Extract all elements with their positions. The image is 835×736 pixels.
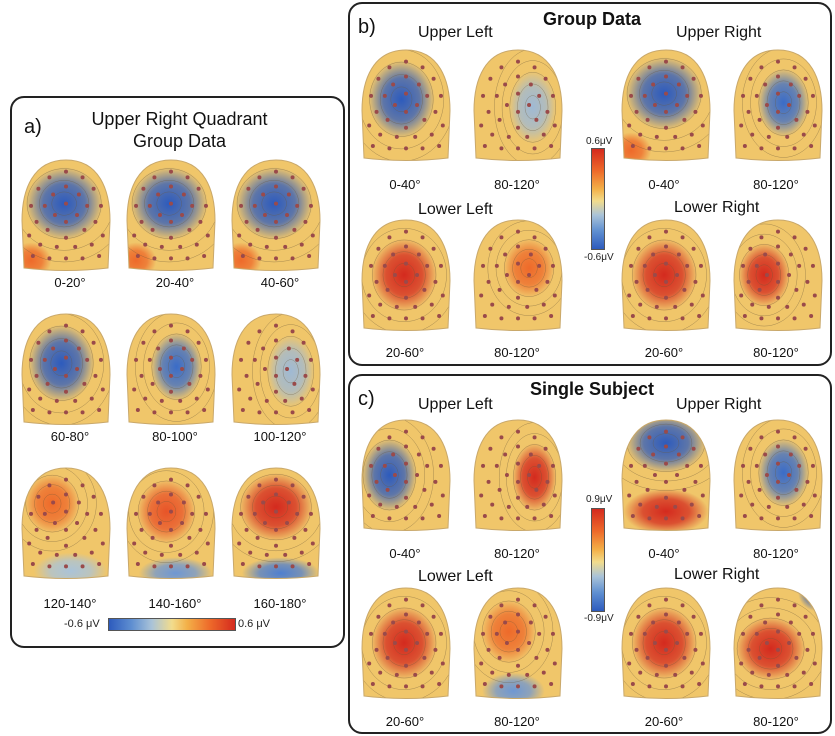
panel-a-title-line1: Upper Right Quadrant bbox=[91, 109, 268, 129]
head-map-svg bbox=[473, 587, 563, 699]
head-map bbox=[20, 158, 112, 272]
head-map-svg bbox=[126, 159, 216, 271]
panel-c-lower-left-label: Lower Left bbox=[418, 568, 493, 585]
map-caption: 0-20° bbox=[54, 275, 86, 290]
head-map bbox=[125, 312, 217, 426]
panel-a-letter: a) bbox=[24, 116, 42, 138]
map-caption: 20-40° bbox=[155, 275, 195, 290]
head-map-svg bbox=[361, 219, 451, 331]
head-map bbox=[360, 48, 452, 162]
map-caption: 80-120° bbox=[494, 345, 540, 360]
head-map-svg bbox=[231, 467, 321, 579]
panel-b-colorbar bbox=[591, 148, 605, 250]
map-caption: 80-100° bbox=[152, 429, 198, 444]
head-map-svg bbox=[473, 419, 563, 531]
panel-b-colorbar-max: 0.6μV bbox=[586, 136, 613, 147]
panel-b-upper-right-label: Upper Right bbox=[676, 24, 762, 41]
map-caption: 60-80° bbox=[50, 429, 90, 444]
panel-c-upper-right-label: Upper Right bbox=[676, 396, 762, 413]
map-caption: 80-120° bbox=[753, 345, 799, 360]
map-caption: 20-60° bbox=[644, 345, 684, 360]
map-caption: 80-120° bbox=[753, 546, 799, 561]
panel-c-letter: c) bbox=[358, 388, 375, 410]
head-map-svg bbox=[621, 419, 711, 531]
head-map-svg bbox=[21, 159, 111, 271]
map-caption: 0-40° bbox=[389, 177, 421, 192]
panel-a-colorbar-max: 0.6 μV bbox=[238, 618, 271, 630]
map-caption: 20-60° bbox=[644, 714, 684, 729]
panel-b-upper-left-label: Upper Left bbox=[418, 24, 493, 41]
head-map bbox=[620, 418, 712, 532]
map-caption: 20-60° bbox=[385, 345, 425, 360]
head-map bbox=[125, 466, 217, 580]
map-caption: 40-60° bbox=[260, 275, 300, 290]
map-caption: 80-120° bbox=[753, 177, 799, 192]
head-map bbox=[360, 418, 452, 532]
panel-c-colorbar bbox=[591, 508, 605, 612]
head-map-svg bbox=[473, 49, 563, 161]
panel-b-lower-right-label: Lower Right bbox=[674, 199, 760, 216]
head-map-svg bbox=[473, 219, 563, 331]
head-map bbox=[620, 218, 712, 332]
panel-c-colorbar-max: 0.9μV bbox=[586, 494, 613, 505]
head-map bbox=[732, 48, 824, 162]
head-map-svg bbox=[21, 467, 111, 579]
map-caption: 80-120° bbox=[494, 177, 540, 192]
head-map-svg bbox=[361, 419, 451, 531]
head-map bbox=[360, 218, 452, 332]
head-map bbox=[230, 158, 322, 272]
head-map-svg bbox=[733, 49, 823, 161]
head-map bbox=[732, 218, 824, 332]
head-map bbox=[230, 312, 322, 426]
head-map-svg bbox=[733, 419, 823, 531]
map-caption: 80-120° bbox=[753, 714, 799, 729]
head-map-svg bbox=[733, 219, 823, 331]
head-map-svg bbox=[231, 159, 321, 271]
head-map bbox=[230, 466, 322, 580]
head-map-svg bbox=[126, 313, 216, 425]
head-map-svg bbox=[733, 587, 823, 699]
head-map-svg bbox=[621, 587, 711, 699]
map-caption: 0-40° bbox=[648, 546, 680, 561]
head-map-svg bbox=[21, 313, 111, 425]
panel-b-letter: b) bbox=[358, 16, 376, 38]
map-caption: 140-160° bbox=[148, 596, 202, 611]
panel-b-colorbar-min: -0.6μV bbox=[584, 252, 614, 263]
panel-a-colorbar-min: -0.6 μV bbox=[64, 618, 100, 630]
head-map bbox=[472, 48, 564, 162]
panel-a-title-line2: Group Data bbox=[132, 131, 227, 151]
head-map bbox=[620, 48, 712, 162]
panel-c-title: Single Subject bbox=[529, 379, 655, 399]
map-caption: 0-40° bbox=[648, 177, 680, 192]
head-map bbox=[20, 312, 112, 426]
head-map-svg bbox=[621, 49, 711, 161]
map-caption: 80-120° bbox=[494, 714, 540, 729]
head-map bbox=[472, 586, 564, 700]
head-map-svg bbox=[621, 219, 711, 331]
panel-a-colorbar bbox=[108, 618, 236, 631]
head-map bbox=[732, 418, 824, 532]
head-map bbox=[732, 586, 824, 700]
map-caption: 20-60° bbox=[385, 714, 425, 729]
map-caption: 100-120° bbox=[253, 429, 307, 444]
panel-c-upper-left-label: Upper Left bbox=[418, 396, 493, 413]
map-caption: 120-140° bbox=[43, 596, 97, 611]
head-map bbox=[472, 218, 564, 332]
head-map bbox=[620, 586, 712, 700]
map-caption: 80-120° bbox=[494, 546, 540, 561]
map-caption: 160-180° bbox=[253, 596, 307, 611]
head-map bbox=[20, 466, 112, 580]
head-map-svg bbox=[231, 313, 321, 425]
panel-c-colorbar-min: -0.9μV bbox=[584, 613, 614, 624]
panel-c-lower-right-label: Lower Right bbox=[674, 566, 760, 583]
head-map bbox=[360, 586, 452, 700]
map-caption: 0-40° bbox=[389, 546, 421, 561]
head-map bbox=[125, 158, 217, 272]
head-map-svg bbox=[361, 49, 451, 161]
head-map-svg bbox=[126, 467, 216, 579]
head-map-svg bbox=[361, 587, 451, 699]
panel-b-lower-left-label: Lower Left bbox=[418, 201, 493, 218]
panel-b-title: Group Data bbox=[542, 9, 641, 29]
head-map bbox=[472, 418, 564, 532]
